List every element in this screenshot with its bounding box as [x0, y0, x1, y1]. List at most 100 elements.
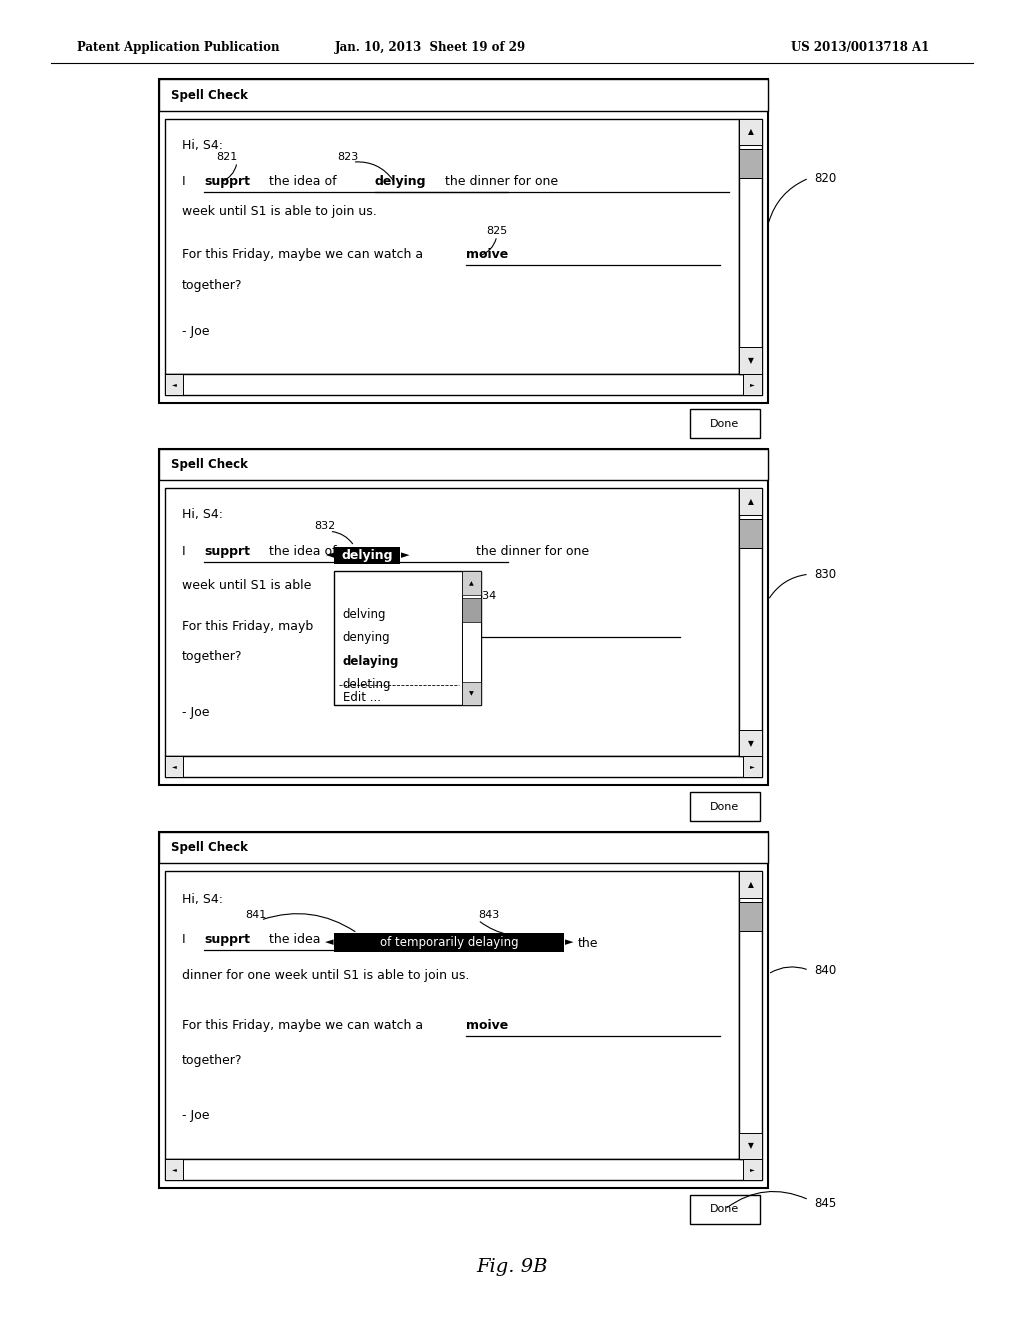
Bar: [165, 1159, 183, 1180]
Text: 841: 841: [246, 909, 266, 920]
Text: supprt: supprt: [204, 933, 250, 946]
Text: Hi, S4:: Hi, S4:: [182, 892, 223, 906]
Text: ▼: ▼: [748, 1142, 754, 1150]
Text: 832: 832: [314, 521, 336, 531]
Text: the idea of: the idea of: [265, 545, 337, 558]
Text: ▼: ▼: [748, 356, 754, 364]
Text: 834: 834: [475, 591, 497, 601]
Text: ►: ►: [751, 1167, 755, 1172]
Bar: [739, 871, 762, 1159]
Bar: [165, 119, 739, 374]
Bar: [739, 730, 762, 756]
Bar: [165, 374, 762, 395]
Text: 830: 830: [814, 568, 837, 581]
Text: I: I: [182, 933, 189, 946]
Bar: [739, 347, 762, 374]
Text: deleting: deleting: [342, 677, 391, 690]
Text: delying: delying: [375, 174, 426, 187]
Text: - Joe: - Joe: [182, 706, 210, 719]
Text: of temporarily delaying: of temporarily delaying: [380, 936, 518, 949]
Bar: [165, 488, 739, 756]
Text: the dinner for one: the dinner for one: [440, 174, 558, 187]
Text: denying: denying: [342, 631, 390, 644]
Bar: [690, 1195, 760, 1224]
Text: Done: Done: [711, 801, 739, 812]
Bar: [165, 374, 183, 395]
Text: Spell Check: Spell Check: [171, 88, 248, 102]
Text: ►: ►: [401, 550, 410, 561]
Text: 821: 821: [216, 152, 238, 162]
Bar: [165, 756, 183, 777]
Text: ▼: ▼: [748, 739, 754, 747]
Text: ►: ►: [751, 764, 755, 770]
Text: Hi, S4:: Hi, S4:: [182, 508, 223, 520]
Text: ▼: ▼: [469, 692, 474, 696]
Bar: [463, 572, 481, 595]
Text: dinner for one week until S1 is able to join us.: dinner for one week until S1 is able to …: [182, 969, 469, 982]
Bar: [739, 119, 762, 145]
Text: ►: ►: [751, 381, 755, 387]
Text: together?: together?: [182, 649, 243, 663]
Text: Edit ...: Edit ...: [342, 692, 381, 704]
Text: Spell Check: Spell Check: [171, 841, 248, 854]
Text: together?: together?: [182, 1053, 243, 1067]
Text: ►: ►: [565, 937, 573, 948]
Text: Patent Application Publication: Patent Application Publication: [77, 41, 280, 54]
Text: For this Friday, maybe we can watch a: For this Friday, maybe we can watch a: [182, 1019, 427, 1032]
Bar: [463, 681, 481, 705]
Bar: [743, 374, 762, 395]
Text: ▲: ▲: [469, 581, 474, 586]
Text: delaying: delaying: [342, 655, 399, 668]
Bar: [690, 792, 760, 821]
Text: ◄: ◄: [326, 550, 335, 561]
Bar: [159, 449, 768, 785]
Text: ▲: ▲: [748, 128, 754, 136]
Text: ◄: ◄: [325, 937, 334, 948]
Text: supprt: supprt: [204, 174, 250, 187]
Bar: [159, 79, 768, 403]
Bar: [739, 1133, 762, 1159]
Text: ◄: ◄: [172, 1167, 176, 1172]
Text: Hi, S4:: Hi, S4:: [182, 139, 223, 152]
Bar: [739, 119, 762, 374]
Text: delying: delying: [342, 549, 393, 562]
Text: Fig. 9B: Fig. 9B: [476, 1258, 548, 1276]
Text: 823: 823: [337, 152, 358, 162]
Bar: [159, 832, 768, 1188]
Text: 843: 843: [478, 909, 499, 920]
Text: 845: 845: [814, 1197, 837, 1210]
Text: moive: moive: [426, 620, 469, 634]
Text: week until S1 is able to join us.: week until S1 is able to join us.: [182, 205, 377, 218]
Text: ▲: ▲: [748, 880, 754, 888]
Text: For this Friday, mayb: For this Friday, mayb: [182, 620, 313, 634]
Bar: [165, 871, 739, 1159]
Text: week until S1 is able: week until S1 is able: [182, 578, 311, 591]
Text: - Joe: - Joe: [182, 1109, 210, 1122]
Bar: [334, 572, 481, 705]
Text: moive: moive: [467, 248, 509, 261]
Bar: [739, 902, 762, 931]
Text: n a: n a: [400, 620, 424, 634]
Text: the idea: the idea: [265, 933, 321, 946]
Bar: [165, 1159, 762, 1180]
Bar: [739, 871, 762, 898]
Bar: [743, 756, 762, 777]
Text: Done: Done: [711, 1204, 739, 1214]
Text: 820: 820: [814, 172, 837, 185]
Text: ▲: ▲: [748, 498, 754, 506]
Text: 840: 840: [814, 964, 837, 977]
Text: Spell Check: Spell Check: [171, 458, 248, 471]
Bar: [159, 79, 768, 111]
Bar: [334, 546, 400, 564]
Text: the: the: [578, 936, 598, 949]
Text: US 2013/0013718 A1: US 2013/0013718 A1: [791, 41, 930, 54]
Text: supprt: supprt: [204, 545, 250, 558]
Text: together?: together?: [182, 279, 243, 292]
Bar: [743, 1159, 762, 1180]
Bar: [739, 488, 762, 756]
Bar: [739, 488, 762, 515]
Text: moive: moive: [467, 1019, 509, 1032]
Text: the dinner for one: the dinner for one: [472, 545, 590, 558]
Bar: [159, 449, 768, 480]
Bar: [690, 409, 760, 438]
